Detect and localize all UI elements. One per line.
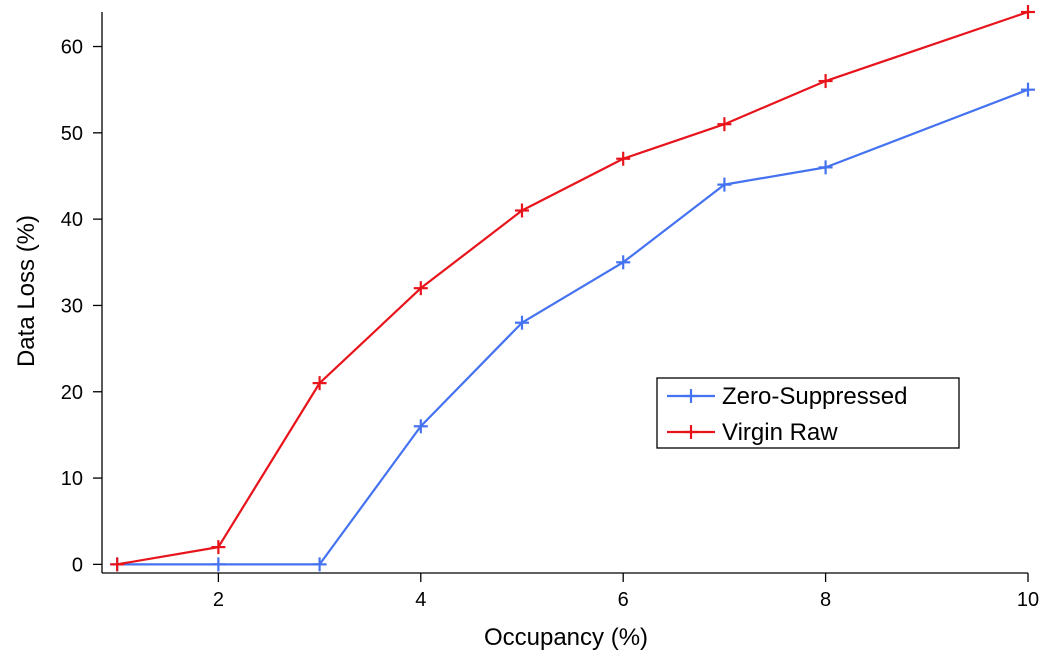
data-point [1021, 5, 1035, 19]
data-point [211, 540, 226, 555]
data-point [110, 557, 125, 572]
x-tick-label: 10 [1017, 589, 1039, 611]
series-layer [110, 5, 1035, 572]
legend-label: Virgin Raw [722, 419, 838, 446]
y-tick-label: 20 [61, 382, 83, 404]
y-tick-label: 50 [61, 123, 83, 145]
x-axis-title: Occupancy (%) [484, 624, 648, 651]
data-point [312, 376, 327, 391]
y-tick-label: 0 [72, 554, 83, 576]
data-point [616, 255, 631, 270]
x-ticks: 2 4 6 8 10 [213, 573, 1039, 611]
data-point [514, 315, 529, 330]
data-point [717, 117, 732, 132]
x-tick-label: 4 [415, 589, 426, 611]
data-point [818, 160, 833, 175]
series-line [116, 10, 1029, 566]
y-tick-label: 40 [61, 209, 83, 231]
data-point [616, 151, 631, 166]
legend-box [656, 377, 960, 449]
y-axis-title: Data Loss (%) [13, 215, 40, 367]
y-tick-label: 10 [61, 468, 83, 490]
x-tick-label: 6 [618, 589, 629, 611]
series-line [117, 88, 1029, 566]
legend: Zero-Suppressed Virgin Raw [656, 377, 960, 449]
y-tick-label: 60 [61, 37, 83, 59]
x-tick-label: 2 [213, 589, 224, 611]
data-point [312, 557, 327, 572]
data-point [413, 281, 428, 296]
data-point [717, 177, 732, 192]
data-point [684, 389, 698, 403]
y-ticks: 0 10 20 30 40 50 60 [61, 37, 102, 576]
legend-label: Zero-Suppressed [722, 383, 907, 410]
x-tick-label: 8 [820, 589, 831, 611]
y-tick-label: 30 [61, 295, 83, 317]
data-point [413, 419, 428, 434]
data-point [1021, 82, 1035, 97]
data-point [684, 425, 698, 439]
data-point [818, 74, 833, 89]
data-point [211, 557, 226, 572]
data-point [514, 203, 529, 218]
axes [101, 12, 1028, 574]
